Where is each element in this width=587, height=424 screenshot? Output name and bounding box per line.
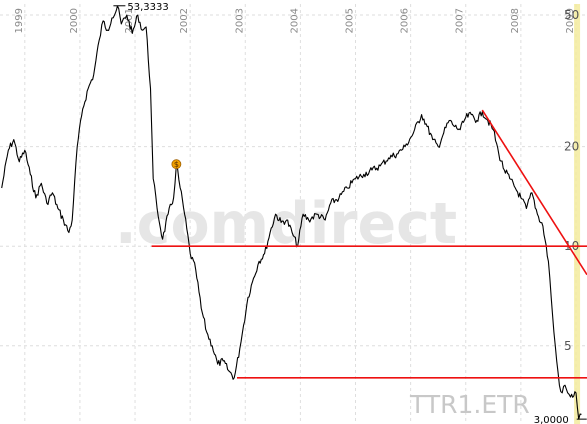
x-tick-label-1999: 1999 bbox=[14, 8, 25, 33]
highlight-band bbox=[574, 4, 581, 424]
trend-lines bbox=[151, 109, 587, 379]
annotations: 53,3333 3,0000 $ bbox=[113, 2, 587, 424]
x-tick-label-2007: 2007 bbox=[455, 8, 466, 33]
x-tick-label-2008: 2008 bbox=[510, 8, 521, 33]
symbol-label: TTR1.ETR bbox=[409, 390, 530, 419]
x-tick-label-2000: 2000 bbox=[69, 8, 80, 33]
dividend-marker-icon bbox=[171, 159, 182, 170]
y-tick-label-20: 20 bbox=[564, 140, 579, 154]
x-tick-label-2009: 2009 bbox=[565, 8, 576, 33]
x-tick-label-2002: 2002 bbox=[179, 8, 190, 33]
dividend-marker-label: $ bbox=[174, 160, 179, 169]
max-label: 53,3333 bbox=[127, 2, 168, 13]
x-tick-label-2006: 2006 bbox=[400, 8, 411, 33]
x-tick-label-2005: 2005 bbox=[345, 8, 356, 33]
min-label: 3,0000 bbox=[534, 415, 569, 424]
x-tick-label-2004: 2004 bbox=[289, 8, 300, 33]
trend-line-resistance bbox=[481, 109, 587, 276]
y-tick-label-5: 5 bbox=[564, 339, 572, 353]
watermark: .comdirect bbox=[115, 191, 457, 257]
price-series-line bbox=[1, 5, 582, 420]
y-tick-label-50: 50 bbox=[564, 8, 579, 22]
x-tick-label-2003: 2003 bbox=[234, 8, 245, 33]
